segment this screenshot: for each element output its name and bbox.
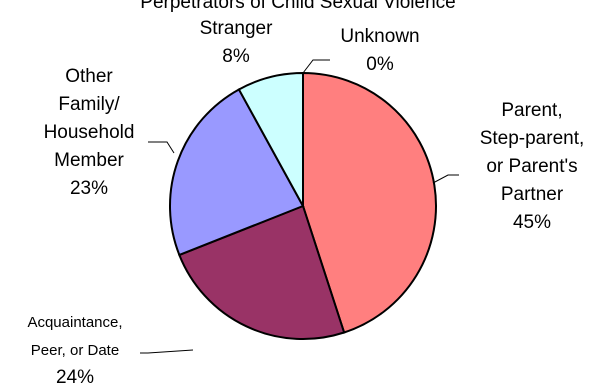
leader-line — [432, 174, 459, 184]
slice-value: 0% — [366, 54, 394, 75]
leader-line — [140, 349, 194, 354]
slice-value: 8% — [222, 46, 250, 67]
leader-line — [302, 59, 330, 74]
slice-label-line: Member — [54, 150, 124, 171]
slice-label-line: Step-parent, — [480, 128, 585, 149]
pie-slice-stranger — [237, 71, 304, 207]
slice-label-line: Unknown — [340, 26, 419, 47]
slice-label: Unknown 0% — [340, 26, 419, 75]
slice-value: 45% — [513, 212, 551, 233]
slice-label-line: Family/ — [58, 94, 120, 115]
slice-value: 24% — [56, 367, 94, 388]
slice-label-line: Household — [44, 122, 135, 143]
slice-label-line: Acquaintance, — [27, 314, 122, 331]
leader-lines — [140, 59, 459, 354]
slice-value: 23% — [70, 178, 108, 199]
slice-label: Other Family/Household Member 23% — [44, 66, 135, 199]
slice-label: Acquaintance, Peer, or Date 24% — [27, 314, 122, 388]
chart-title: Perpetrators of Child Sexual Violence — [140, 0, 455, 13]
pie-slice-other-family-household-member — [169, 88, 305, 257]
slice-label-line: or Parent's — [486, 156, 577, 177]
slice-labels: Parent, Step-parent, or Parent's Partner 45%… — [27, 18, 584, 388]
slice-label-line: Parent, — [501, 100, 562, 121]
leader-line — [148, 141, 175, 154]
slice-label: Parent, Step-parent, or Parent's Partner 45% — [480, 100, 585, 233]
slice-label-line: Partner — [501, 184, 564, 205]
pie-slices — [169, 71, 437, 340]
slice-label: Stranger 8% — [200, 18, 274, 67]
slice-label-line: Other — [65, 66, 113, 87]
slice-label-line: Stranger — [200, 18, 274, 39]
slice-label-line: Peer, or Date — [31, 342, 119, 359]
pie-slice-parent-step-parent-or-parent-s-partner — [302, 71, 437, 334]
